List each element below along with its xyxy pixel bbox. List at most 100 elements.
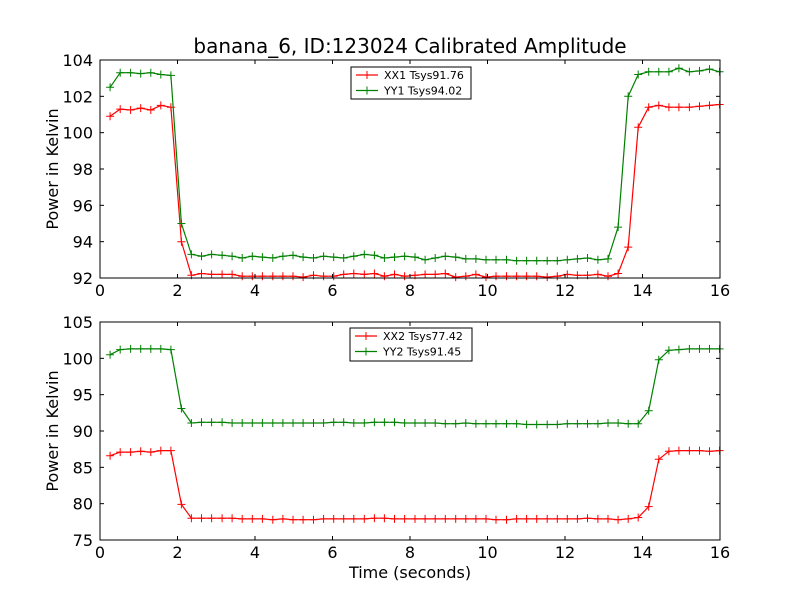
- data-point: [634, 513, 643, 522]
- data-point: [166, 345, 175, 354]
- data-point: [289, 272, 297, 281]
- x-tick-label: 2: [172, 543, 182, 562]
- data-point: [604, 272, 612, 281]
- data-point: [705, 447, 714, 456]
- data-point: [228, 514, 237, 523]
- data-point: [593, 419, 602, 428]
- data-point: [360, 419, 369, 427]
- data-point: [106, 350, 115, 359]
- data-point: [360, 270, 369, 279]
- x-tick-label: 12: [555, 543, 575, 562]
- data-point: [136, 69, 145, 78]
- data-point: [685, 103, 694, 112]
- data-point: [532, 420, 541, 429]
- data-point: [604, 254, 612, 263]
- data-point: [502, 515, 511, 524]
- data-point: [207, 418, 216, 427]
- data-point: [349, 269, 358, 278]
- data-point: [380, 418, 389, 427]
- data-point: [644, 502, 653, 511]
- data-point: [197, 418, 206, 427]
- data-point: [136, 344, 145, 353]
- data-point: [624, 419, 633, 428]
- data-point: [553, 256, 562, 265]
- data-point: [248, 419, 257, 427]
- data-point: [319, 272, 328, 281]
- data-point: [441, 252, 450, 261]
- data-point: [116, 68, 125, 77]
- data-point: [624, 243, 633, 252]
- data-point: [258, 253, 267, 262]
- data-point: [258, 272, 267, 281]
- data-point: [522, 420, 531, 429]
- data-point: [238, 254, 247, 262]
- data-point: [390, 514, 399, 523]
- data-point: [268, 272, 277, 281]
- legend-marker: [363, 86, 371, 95]
- data-point: [116, 105, 125, 114]
- data-point: [492, 255, 500, 264]
- y-tick-label: 100: [62, 349, 93, 368]
- data-point: [664, 346, 673, 355]
- data-point: [319, 419, 328, 427]
- data-point: [644, 406, 653, 415]
- data-point: [654, 355, 663, 364]
- data-point: [218, 514, 227, 523]
- data-point: [583, 254, 592, 262]
- x-tick-label: 6: [327, 543, 337, 562]
- data-point: [543, 256, 552, 265]
- data-point: [532, 514, 541, 523]
- data-point: [583, 419, 592, 428]
- data-point: [441, 269, 450, 278]
- x-tick-label: 0: [95, 281, 105, 300]
- data-point: [390, 253, 399, 262]
- legend-box: [349, 327, 473, 362]
- data-point: [197, 514, 206, 523]
- data-point: [136, 104, 145, 113]
- data-point: [400, 252, 409, 261]
- data-point: [380, 254, 389, 262]
- data-point: [156, 446, 165, 455]
- data-point: [685, 344, 694, 353]
- legend-box: [350, 66, 472, 100]
- data-point: [289, 419, 297, 427]
- data-point: [126, 448, 135, 457]
- x-tick-label: 6: [327, 281, 337, 300]
- data-point: [177, 500, 186, 509]
- data-point: [522, 514, 531, 523]
- data-point: [451, 253, 460, 262]
- data-point: [695, 446, 704, 455]
- y-tick-label: 98: [73, 160, 93, 179]
- data-point: [563, 419, 572, 428]
- data-point: [471, 270, 480, 279]
- data-point: [502, 419, 511, 428]
- data-point: [492, 515, 500, 524]
- data-point: [512, 419, 521, 428]
- data-point: [431, 254, 440, 262]
- data-point: [461, 514, 470, 523]
- data-point: [451, 273, 460, 282]
- data-point: [126, 344, 135, 353]
- y-tick-label: 100: [62, 124, 93, 143]
- data-point: [522, 256, 531, 265]
- data-point: [146, 68, 155, 77]
- data-point: [228, 419, 237, 427]
- data-point: [634, 123, 643, 132]
- y-tick-label: 105: [62, 313, 93, 332]
- data-point: [370, 269, 379, 278]
- data-point: [553, 514, 562, 523]
- data-point: [146, 448, 155, 457]
- legend-label: YY2 Tsys91.45: [382, 346, 461, 359]
- data-point: [126, 68, 135, 77]
- data-point: [339, 418, 348, 427]
- data-point: [593, 255, 602, 264]
- legend: XX1 Tsys91.76 YY1 Tsys94.02: [350, 66, 472, 100]
- data-point: [177, 404, 186, 413]
- data-point: [573, 254, 582, 263]
- data-point: [685, 67, 694, 76]
- data-point: [441, 419, 450, 428]
- data-point: [166, 446, 175, 455]
- data-point: [106, 83, 115, 92]
- data-point: [228, 270, 237, 279]
